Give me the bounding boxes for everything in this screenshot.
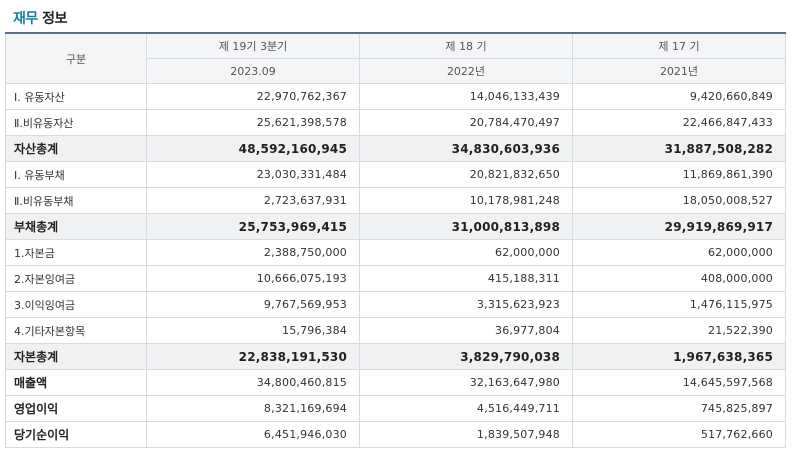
value-cell: 517,762,660 — [572, 421, 786, 448]
value-cell: 25,621,398,578 — [146, 109, 360, 136]
value-cell: 20,784,470,497 — [359, 109, 573, 136]
table-body: Ⅰ. 유동자산 22,970,762,367 14,046,133,439 9,420… — [5, 83, 786, 448]
table-row: Ⅱ.비유동부채 2,723,637,931 10,178,981,248 18,050… — [5, 187, 786, 214]
value-cell: 3,829,790,038 — [359, 343, 573, 370]
value-cell: 18,050,008,527 — [572, 187, 786, 214]
value-cell: 408,000,000 — [572, 265, 786, 292]
value-cell: 2,723,637,931 — [146, 187, 360, 214]
value-cell: 62,000,000 — [359, 239, 573, 266]
value-cell: 1,839,507,948 — [359, 421, 573, 448]
row-label: Ⅰ. 유동부채 — [5, 161, 147, 188]
value-cell: 8,321,169,694 — [146, 395, 360, 422]
header-period-label: 제 17 기 — [572, 32, 786, 59]
table-row: 당기순이익 6,451,946,030 1,839,507,948 517,762,6… — [5, 421, 786, 448]
value-cell: 31,000,813,898 — [359, 213, 573, 240]
row-label: 영업이익 — [5, 395, 147, 422]
value-cell: 34,830,603,936 — [359, 135, 573, 162]
value-cell: 22,970,762,367 — [146, 83, 360, 110]
table-row: 자본총계 22,838,191,530 3,829,790,038 1,967,638… — [5, 343, 786, 370]
value-cell: 36,977,804 — [359, 317, 573, 344]
value-cell: 32,163,647,980 — [359, 369, 573, 396]
row-label: Ⅰ. 유동자산 — [5, 83, 147, 110]
header-period-date: 2022년 — [359, 58, 573, 84]
value-cell: 9,420,660,849 — [572, 83, 786, 110]
header-period-date: 2021년 — [572, 58, 786, 84]
table-row: 매출액 34,800,460,815 32,163,647,980 14,645,59… — [5, 369, 786, 396]
row-label: 4.기타자본항목 — [5, 317, 147, 344]
value-cell: 23,030,331,484 — [146, 161, 360, 188]
value-cell: 29,919,869,917 — [572, 213, 786, 240]
value-cell: 62,000,000 — [572, 239, 786, 266]
value-cell: 9,767,569,953 — [146, 291, 360, 318]
row-label: 당기순이익 — [5, 421, 147, 448]
value-cell: 11,869,861,390 — [572, 161, 786, 188]
value-cell: 15,796,384 — [146, 317, 360, 344]
value-cell: 6,451,946,030 — [146, 421, 360, 448]
header-category: 구분 — [5, 32, 147, 84]
value-cell: 48,592,160,945 — [146, 135, 360, 162]
value-cell: 4,516,449,711 — [359, 395, 573, 422]
value-cell: 20,821,832,650 — [359, 161, 573, 188]
table-row: Ⅱ.비유동자산 25,621,398,578 20,784,470,497 22,46… — [5, 109, 786, 136]
value-cell: 10,178,981,248 — [359, 187, 573, 214]
value-cell: 31,887,508,282 — [572, 135, 786, 162]
header-period-label: 제 19기 3분기 — [146, 32, 360, 59]
table-row: 자산총계 48,592,160,945 34,830,603,936 31,887,5… — [5, 135, 786, 162]
row-label: 2.자본잉여금 — [5, 265, 147, 292]
value-cell: 21,522,390 — [572, 317, 786, 344]
table-row: Ⅰ. 유동자산 22,970,762,367 14,046,133,439 9,420… — [5, 83, 786, 110]
row-label: Ⅱ.비유동부채 — [5, 187, 147, 214]
table-row: Ⅰ. 유동부채 23,030,331,484 20,821,832,650 11,86… — [5, 161, 786, 188]
table-row: 부채총계 25,753,969,415 31,000,813,898 29,919,8… — [5, 213, 786, 240]
section-title: 재무 정보 — [13, 8, 67, 28]
row-label: 부채총계 — [5, 213, 147, 240]
financial-table: 구분 제 19기 3분기 제 18 기 제 17 기 2023.09 2022년… — [5, 32, 786, 448]
value-cell: 25,753,969,415 — [146, 213, 360, 240]
table-row: 4.기타자본항목 15,796,384 36,977,804 21,522,390 — [5, 317, 786, 344]
section-title-accent: 재무 — [13, 11, 38, 27]
value-cell: 1,476,115,975 — [572, 291, 786, 318]
value-cell: 415,188,311 — [359, 265, 573, 292]
value-cell: 22,466,847,433 — [572, 109, 786, 136]
row-label: 1.자본금 — [5, 239, 147, 266]
value-cell: 1,967,638,365 — [572, 343, 786, 370]
table-row: 2.자본잉여금 10,666,075,193 415,188,311 408,000,… — [5, 265, 786, 292]
row-label: 자산총계 — [5, 135, 147, 162]
row-label: 자본총계 — [5, 343, 147, 370]
value-cell: 745,825,897 — [572, 395, 786, 422]
section-title-rest: 정보 — [42, 11, 67, 27]
value-cell: 14,645,597,568 — [572, 369, 786, 396]
value-cell: 3,315,623,923 — [359, 291, 573, 318]
table-header: 구분 제 19기 3분기 제 18 기 제 17 기 2023.09 2022년… — [5, 32, 786, 84]
value-cell: 2,388,750,000 — [146, 239, 360, 266]
row-label: 매출액 — [5, 369, 147, 396]
value-cell: 10,666,075,193 — [146, 265, 360, 292]
row-label: 3.이익잉여금 — [5, 291, 147, 318]
header-period-date: 2023.09 — [146, 58, 360, 84]
value-cell: 14,046,133,439 — [359, 83, 573, 110]
value-cell: 22,838,191,530 — [146, 343, 360, 370]
value-cell: 34,800,460,815 — [146, 369, 360, 396]
table-row: 1.자본금 2,388,750,000 62,000,000 62,000,000 — [5, 239, 786, 266]
table-row: 영업이익 8,321,169,694 4,516,449,711 745,825,89… — [5, 395, 786, 422]
table-row: 3.이익잉여금 9,767,569,953 3,315,623,923 1,476,1… — [5, 291, 786, 318]
header-period-label: 제 18 기 — [359, 32, 573, 59]
row-label: Ⅱ.비유동자산 — [5, 109, 147, 136]
